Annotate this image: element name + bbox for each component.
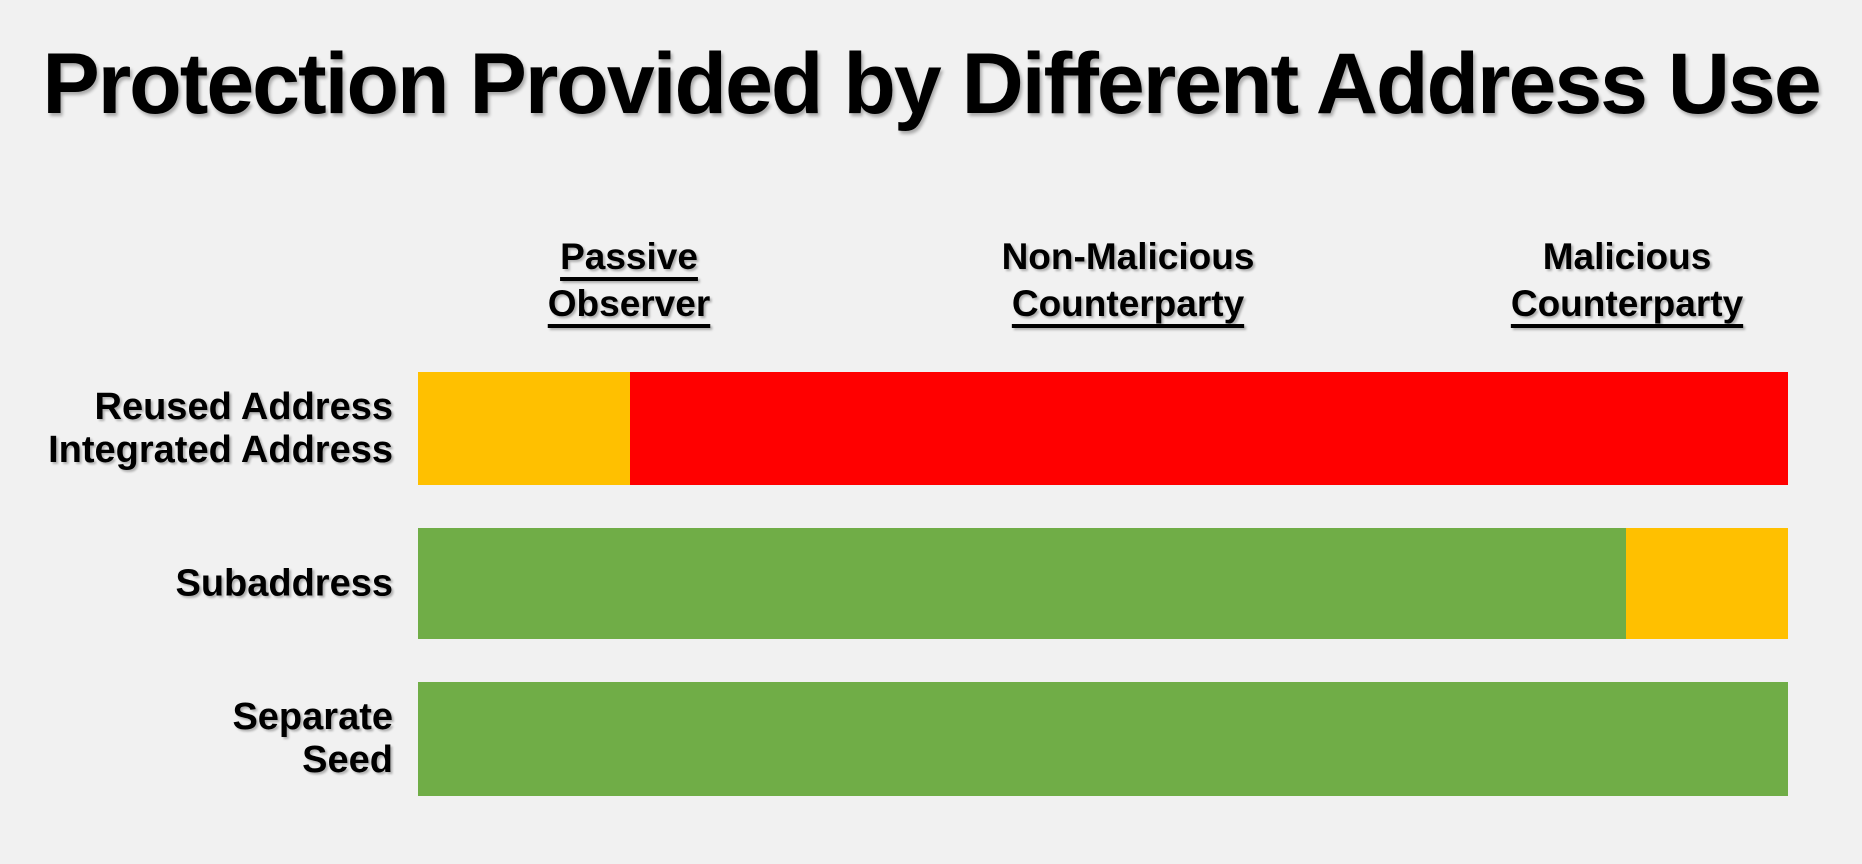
row-label-line: Separate [232, 696, 393, 738]
column-header-line: Non-Malicious [1001, 236, 1255, 277]
row-label-reused-integrated-address: Reused Address Integrated Address [0, 386, 393, 472]
row-label-line: Subaddress [175, 562, 393, 605]
column-header-line: Counterparty [1011, 283, 1245, 324]
column-header-malicious-counterparty: Malicious Counterparty [1367, 233, 1862, 327]
row-label-subaddress: Subaddress [0, 563, 393, 606]
column-header-line: Malicious [1542, 236, 1712, 277]
row-label-separate-seed: Separate Seed [0, 696, 393, 782]
row-label-line: Integrated Address [48, 429, 393, 471]
column-header-line: Counterparty [1510, 283, 1744, 324]
bar-segment-green [418, 528, 1627, 639]
row-label-line: Seed [302, 739, 393, 781]
column-header-line: Passive [560, 236, 698, 277]
bar-segment-red [630, 372, 1788, 485]
column-header-non-malicious-counterparty: Non-Malicious Counterparty [868, 233, 1388, 327]
bar-segment-yellow [418, 372, 631, 485]
row-label-line: Reused Address [94, 386, 393, 428]
bar-subaddress [418, 528, 1788, 639]
bar-segment-green [418, 682, 1788, 796]
bar-separate-seed [418, 682, 1788, 796]
column-header-passive-observer: Passive Observer [369, 233, 889, 327]
column-header-line: Observer [547, 283, 711, 324]
bar-reused-integrated-address [418, 372, 1788, 485]
bar-segment-yellow [1626, 528, 1788, 639]
page-title: Protection Provided by Different Address… [42, 36, 1821, 132]
